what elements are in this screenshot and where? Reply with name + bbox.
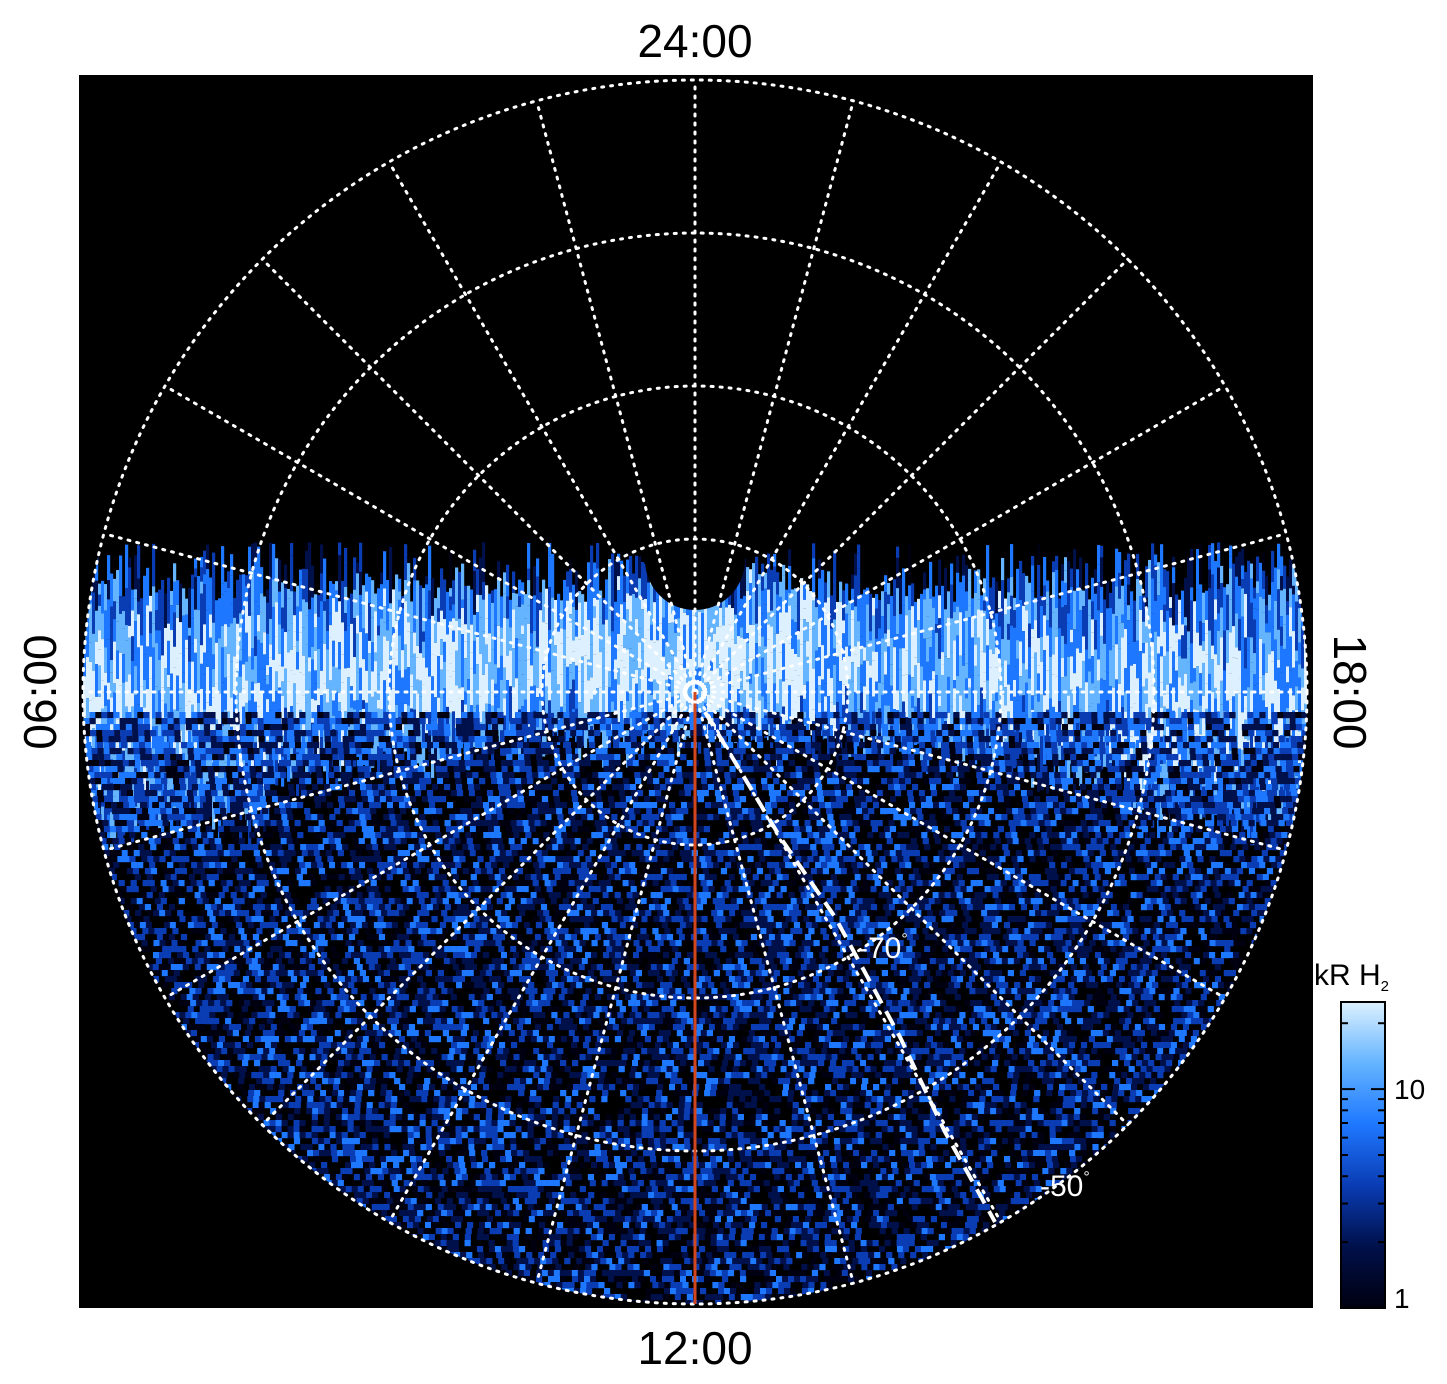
emission-map [83, 542, 1307, 1304]
meridian-line [693, 690, 1130, 1127]
meridian-line [693, 99, 855, 694]
meridian-line [693, 532, 1288, 694]
meridian-line [693, 384, 1227, 694]
lat-lon-grid [81, 78, 1309, 1306]
colorbar-tick-label-1: 1 [1394, 1283, 1410, 1314]
colorbar-title: kR H2 [1314, 959, 1389, 995]
meridian-line [693, 257, 1130, 694]
meridian-line [535, 690, 697, 1285]
local-time-label-right: 18:00 [1324, 634, 1376, 749]
colorbar: kR H2 10 1 [1314, 959, 1425, 1314]
latitude-label-50: -50° [1040, 1169, 1090, 1203]
meridian-line [102, 690, 697, 852]
meridian-line [535, 99, 697, 694]
meridian-line [387, 690, 697, 1224]
latitude-label-70: -70° [858, 931, 908, 965]
meridian-line [260, 690, 697, 1127]
pole-marker [683, 680, 707, 704]
latitude-circle [81, 78, 1309, 1306]
meridian-line [163, 384, 697, 694]
dashed-track [703, 710, 997, 1223]
meridian-line [163, 690, 697, 1000]
colorbar-ticks [1341, 1022, 1385, 1244]
meridian-line [387, 160, 697, 694]
meridian-line [693, 690, 855, 1285]
local-time-label-top: 24:00 [637, 15, 752, 67]
meridian-line [102, 532, 697, 694]
local-time-label-bottom: 12:00 [637, 1322, 752, 1374]
colorbar-tick-label-10: 10 [1394, 1074, 1425, 1105]
meridian-line [693, 160, 1003, 694]
meridian-line [260, 257, 697, 694]
polar-cap-void [645, 532, 745, 610]
meridian-line [693, 690, 1288, 852]
local-time-label-left: 06:00 [14, 634, 66, 749]
meridian-line [693, 690, 1227, 1000]
colorbar-gradient [1340, 1001, 1386, 1309]
